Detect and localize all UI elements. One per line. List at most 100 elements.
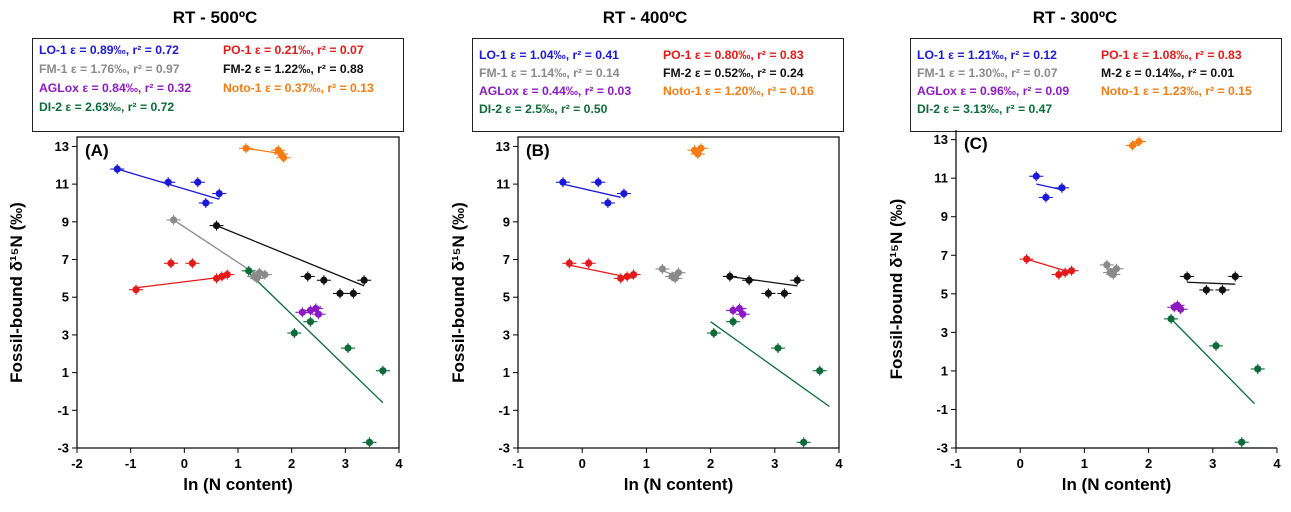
- data-point-aglox: [1177, 305, 1185, 313]
- x-tick-label: 1: [643, 456, 650, 471]
- x-tick-label: 0: [181, 456, 188, 471]
- y-tick-label: 1: [62, 365, 69, 380]
- fit-line-lo-1: [1036, 183, 1063, 191]
- data-point-po-1: [623, 272, 631, 281]
- legend-entry-aglox: AGLox ε = 0.96‰, r² = 0.09: [917, 84, 1070, 98]
- legend-entry-fm-1: FM-1 ε = 1.14‰, r² = 0.14: [479, 66, 620, 80]
- x-tick-label: 4: [1273, 456, 1281, 471]
- data-point-fm-2: [360, 276, 368, 284]
- data-point-fm-2: [726, 272, 734, 281]
- data-point-di-2: [1238, 438, 1246, 446]
- fit-line-di-2: [710, 321, 830, 408]
- chart-title: RT - 300ºC: [1032, 8, 1118, 27]
- legend-entry-fm-1: FM-1 ε = 1.30‰, r² = 0.07: [917, 66, 1058, 80]
- fit-line-fm-2: [1187, 281, 1236, 285]
- y-tick-label: -3: [936, 441, 948, 456]
- data-point-po-1: [1067, 267, 1076, 275]
- data-point-di-2: [816, 367, 824, 375]
- y-tick-label: 7: [941, 248, 948, 263]
- data-point-noto-1: [697, 144, 705, 152]
- legend-entry-fm-1: FM-1 ε = 1.76‰, r² = 0.97: [39, 62, 180, 76]
- panel-b: RT - 400ºC LO-1 ε = 1.04‰, r² = 0.41 PO-…: [430, 0, 860, 512]
- legend-entry-lo-1: LO-1 ε = 0.89‰, r² = 0.72: [39, 43, 179, 57]
- data-point-fm-1: [253, 274, 261, 282]
- data-point-po-1: [585, 259, 593, 267]
- legend-entry-aglox: AGLox ε = 0.44‰, r² = 0.03: [479, 84, 632, 98]
- x-axis-title: ln (N content): [183, 475, 293, 494]
- data-point-fm-2: [349, 289, 357, 298]
- data-point-fm-1: [1109, 270, 1117, 279]
- y-tick-label: 3: [62, 327, 69, 342]
- data-point-fm-2: [336, 289, 344, 298]
- data-point-po-1: [167, 259, 175, 267]
- data-point-noto-1: [280, 154, 288, 162]
- legend-entry-lo-1: LO-1 ε = 1.21‰, r² = 0.12: [917, 48, 1057, 62]
- data-point-noto-1: [694, 150, 702, 158]
- x-axis-title: ln (N content): [624, 475, 734, 494]
- legend-entry-aglox: AGLox ε = 0.84‰, r² = 0.32: [39, 81, 192, 95]
- y-tick-label: 9: [62, 214, 69, 229]
- data-point-di-2: [245, 267, 253, 275]
- y-tick-label: -1: [57, 403, 69, 418]
- x-tick-label: 3: [1209, 456, 1216, 471]
- y-tick-label: 11: [934, 171, 948, 186]
- y-tick-label: -3: [57, 441, 69, 456]
- x-tick-label: 0: [579, 456, 586, 471]
- y-tick-label: 9: [941, 209, 948, 224]
- x-tick-label: 1: [234, 456, 241, 471]
- data-point-fm-2: [320, 276, 328, 284]
- y-tick-label: 5: [62, 290, 69, 305]
- chart-title: RT - 500ºC: [172, 8, 258, 27]
- y-tick-label: 11: [55, 177, 69, 192]
- data-point-lo-1: [559, 178, 567, 186]
- fit-line-di-2: [1170, 318, 1255, 405]
- data-point-di-2: [379, 367, 387, 375]
- data-point-lo-1: [215, 189, 223, 198]
- data-point-fm-1: [1112, 265, 1121, 273]
- data-point-fm-2: [212, 221, 221, 230]
- legend-entry-di-2: DI-2 ε = 2.5‰, r² = 0.50: [479, 102, 608, 116]
- legend-entry-fm-2: M-2 ε = 0.14‰, r² = 0.01: [1101, 66, 1235, 80]
- x-tick-label: 1: [1081, 456, 1088, 471]
- data-point-fm-2: [1183, 272, 1191, 281]
- y-axis-title: Fossil-bound δ¹⁵N (‰): [887, 199, 906, 380]
- data-point-fm-1: [261, 270, 269, 279]
- x-tick-label: 3: [342, 456, 349, 471]
- data-point-di-2: [1254, 365, 1262, 373]
- data-point-aglox: [739, 310, 747, 318]
- legend-entry-di-2: DI-2 ε = 3.13‰, r² = 0.47: [917, 102, 1053, 116]
- data-point-lo-1: [113, 165, 121, 173]
- y-tick-label: 11: [496, 177, 510, 192]
- panel-a: RT - 500ºC LO-1 ε = 0.89‰, r² = 0.72 PO-…: [0, 0, 430, 512]
- chart-title: RT - 400ºC: [602, 8, 688, 27]
- fit-line-fm-2: [216, 224, 365, 287]
- y-tick-label: 3: [503, 327, 510, 342]
- data-point-fm-2: [1202, 286, 1210, 294]
- y-tick-label: 7: [503, 252, 510, 267]
- y-tick-label: 13: [55, 139, 69, 154]
- y-tick-label: -3: [498, 441, 510, 456]
- data-point-fm-2: [745, 276, 753, 284]
- data-point-fm-1: [170, 216, 178, 224]
- data-point-fm-1: [658, 265, 667, 273]
- x-tick-label: 4: [835, 456, 843, 471]
- data-point-di-2: [774, 344, 782, 352]
- data-point-fm-2: [1231, 272, 1239, 281]
- y-tick-label: 13: [496, 139, 510, 154]
- panel-letter: (A): [85, 141, 109, 160]
- data-point-di-2: [290, 329, 298, 337]
- y-tick-label: -1: [498, 403, 510, 418]
- data-point-po-1: [565, 259, 573, 267]
- legend: LO-1 ε = 0.89‰, r² = 0.72 PO-1 ε = 0.21‰…: [32, 38, 404, 132]
- legend-entry-po-1: PO-1 ε = 0.21‰, r² = 0.07: [223, 43, 364, 57]
- y-tick-label: 5: [941, 286, 948, 301]
- data-point-po-1: [617, 274, 625, 282]
- panel-letter: (B): [526, 141, 550, 160]
- y-tick-label: 9: [503, 214, 510, 229]
- data-point-po-1: [629, 270, 638, 279]
- data-point-lo-1: [620, 189, 628, 198]
- data-point-lo-1: [594, 178, 602, 186]
- data-point-lo-1: [194, 178, 202, 186]
